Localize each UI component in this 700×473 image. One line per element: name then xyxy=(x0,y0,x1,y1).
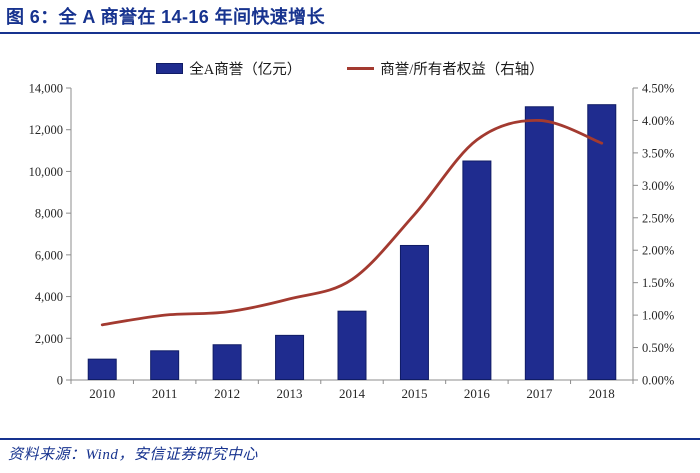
right-axis-tick-label: 0.00% xyxy=(642,374,674,388)
right-axis-tick-label: 4.50% xyxy=(642,82,674,96)
x-axis-category-label: 2012 xyxy=(214,386,240,401)
right-axis-tick-label: 3.50% xyxy=(642,146,674,160)
figure-title: 图 6：全 A 商誉在 14-16 年间快速增长 xyxy=(6,7,325,27)
x-axis-category-label: 2013 xyxy=(277,386,303,401)
bar-2018 xyxy=(587,104,617,381)
x-axis-category-label: 2010 xyxy=(89,386,115,401)
ratio-line xyxy=(100,119,604,327)
legend-label-ratio: 商誉/所有者权益（右轴） xyxy=(380,61,544,78)
left-axis-tick-label: 0 xyxy=(57,374,63,388)
source-note: 资料来源：Wind，安信证券研究中心 xyxy=(8,447,258,463)
left-axis-tick-label: 14,000 xyxy=(29,82,63,96)
x-axis-category-label: 2011 xyxy=(152,386,178,401)
legend-item-ratio: 商誉/所有者权益（右轴） xyxy=(347,58,544,79)
title-divider xyxy=(0,32,700,34)
line-series-swatch-icon xyxy=(347,66,375,70)
bar-2012 xyxy=(212,344,242,381)
left-axis-tick-label: 6,000 xyxy=(35,248,63,262)
x-axis-category-label: 2014 xyxy=(339,386,366,401)
left-axis-tick-label: 2,000 xyxy=(35,332,63,346)
left-axis-tick-label: 12,000 xyxy=(29,123,63,137)
bar-2016 xyxy=(462,160,492,380)
bar-2010 xyxy=(87,358,117,380)
right-axis-tick-label: 4.00% xyxy=(642,114,674,128)
bar-2011 xyxy=(150,350,180,380)
left-axis-tick-label: 10,000 xyxy=(29,165,63,179)
right-axis-tick-label: 1.00% xyxy=(642,309,674,323)
right-axis-tick-label: 1.50% xyxy=(642,276,674,290)
bar-2017 xyxy=(524,106,554,381)
bar-2014 xyxy=(337,310,367,380)
right-axis-tick-label: 3.00% xyxy=(642,179,674,193)
chart-legend: 全A商誉（亿元） 商誉/所有者权益（右轴） xyxy=(0,56,700,80)
left-axis-tick-label: 8,000 xyxy=(35,207,63,221)
bar-2015 xyxy=(399,244,429,380)
bar-2013 xyxy=(275,334,305,381)
x-axis-category-label: 2018 xyxy=(589,386,615,401)
x-axis-category-label: 2015 xyxy=(401,386,427,401)
footer-divider xyxy=(0,438,700,440)
bar-series-swatch-icon xyxy=(156,62,184,74)
right-axis-tick-label: 2.50% xyxy=(642,211,674,225)
right-axis-tick-label: 0.50% xyxy=(642,341,674,355)
x-axis-category-label: 2016 xyxy=(464,386,491,401)
x-axis-category-label: 2017 xyxy=(526,386,553,401)
legend-label-goodwill: 全A商誉（亿元） xyxy=(189,61,302,78)
right-axis-tick-label: 2.00% xyxy=(642,244,674,258)
left-axis-tick-label: 4,000 xyxy=(35,290,63,304)
legend-item-goodwill: 全A商誉（亿元） xyxy=(156,58,301,79)
